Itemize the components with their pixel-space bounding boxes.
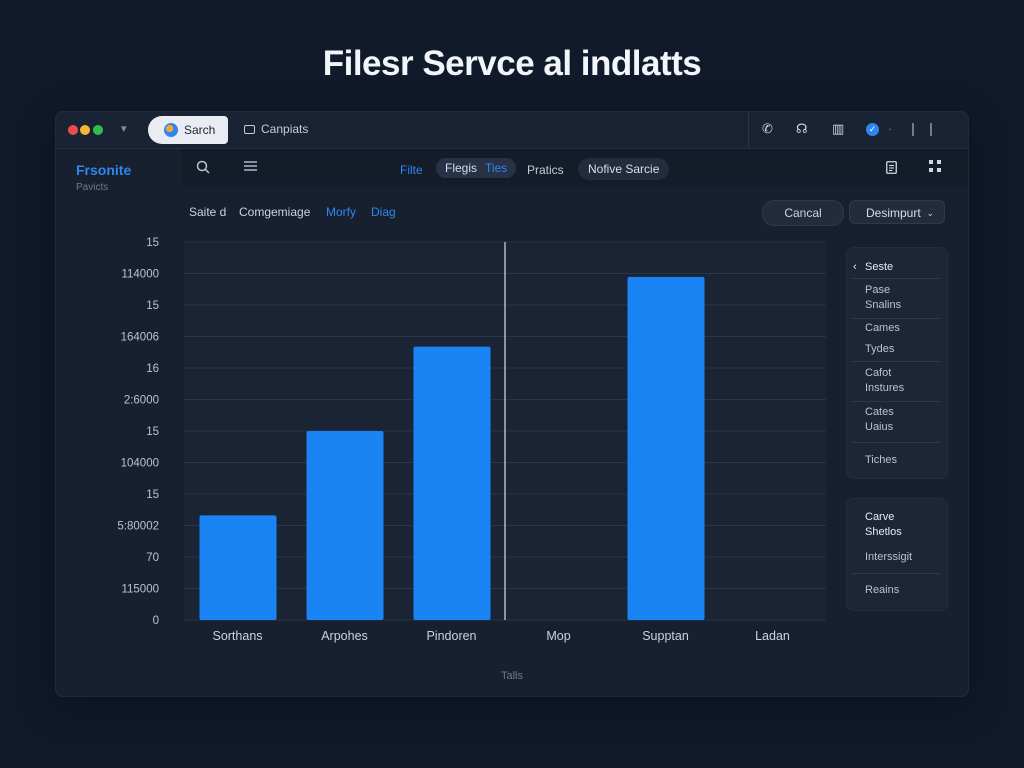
y-tick-label: 115000 — [121, 584, 159, 596]
chevron-down-icon[interactable]: ▾ — [121, 123, 127, 135]
divider — [851, 573, 941, 574]
subnav-item[interactable]: Saite d — [189, 205, 227, 219]
divider — [851, 318, 941, 319]
divider — [930, 123, 932, 136]
more-icon[interactable]: · — [888, 121, 893, 136]
y-tick-label: 5:80002 — [117, 521, 159, 533]
brand-name[interactable]: Frsonite — [76, 162, 132, 178]
panel-item[interactable]: Cates Uaius — [865, 406, 894, 433]
panel-item[interactable]: Tydes — [865, 343, 895, 355]
maximize-window-button[interactable] — [93, 125, 103, 135]
nav-filter[interactable]: Filte — [400, 163, 423, 177]
minimize-window-button[interactable] — [80, 125, 90, 135]
nav-pill-item[interactable]: Flegis — [445, 161, 478, 175]
bar-chart: 15 114000 15 164006 16 2:6000 15 104000 15 5:8000… — [117, 237, 826, 643]
cancel-button[interactable]: Cancal — [762, 200, 844, 226]
phone-icon[interactable]: ✆ — [762, 121, 773, 136]
y-tick-label: 15 — [146, 237, 159, 249]
subnav-item-active[interactable]: Diag — [371, 205, 396, 219]
headset-icon[interactable]: ☊ — [796, 121, 808, 136]
panel-item[interactable]: Interssigit — [865, 551, 913, 563]
collapse-chevron-icon[interactable]: ‹ — [853, 261, 857, 273]
secondary-toolbar: Saite d Comgemiage Morfy Diag Cancal Des… — [56, 192, 968, 230]
bar — [306, 431, 384, 620]
y-tick-label: 0 — [153, 615, 159, 627]
x-tick-label: Arpohes — [321, 629, 368, 643]
import-dropdown-label: Desimpurt — [866, 206, 921, 220]
nav-practices[interactable]: Pratics — [527, 163, 564, 177]
grid-icon[interactable]: ▥ — [832, 121, 845, 136]
divider — [851, 401, 941, 402]
y-tick-label: 16 — [146, 363, 159, 375]
brand-subtitle: Pavicts — [76, 182, 109, 193]
panel-header: Seste — [865, 261, 894, 273]
toolbar-strip — [181, 149, 968, 185]
subnav-item-active[interactable]: Morfy — [326, 205, 356, 219]
y-tick-label: 70 — [146, 552, 159, 564]
import-dropdown[interactable]: Desimpurt ⌄ — [849, 200, 945, 224]
browser-logo-icon — [164, 123, 178, 137]
x-tick-label: Sorthans — [212, 629, 262, 643]
y-tick-label: 15 — [146, 300, 159, 312]
nav-pill-item-active[interactable]: Ties — [485, 161, 508, 175]
document-icon[interactable] — [886, 161, 897, 177]
panel-item[interactable]: Reains — [865, 584, 900, 596]
nav-pill[interactable]: Flegis Ties — [436, 158, 517, 178]
y-tick-label: 15 — [146, 489, 159, 501]
panel-item[interactable]: Cafot Instures — [865, 367, 905, 394]
y-tick-label: 104000 — [121, 458, 159, 470]
x-tick-label: Mop — [546, 629, 570, 643]
panel-item[interactable]: Tiches — [865, 454, 897, 466]
titlebar-actions: ✆ ☊ ▥ ✓ · — [738, 112, 968, 148]
panel-item[interactable]: Pase Snalins — [865, 284, 902, 311]
bar — [199, 515, 277, 620]
divider — [851, 442, 941, 443]
close-window-button[interactable] — [68, 125, 78, 135]
subnav-item[interactable]: Comgemiage — [239, 205, 311, 219]
y-tick-label: 2:6000 — [124, 395, 159, 407]
page-title: Filesr Servcе al indlatts — [322, 44, 702, 83]
divider — [851, 278, 941, 279]
divider — [748, 112, 749, 148]
badge-icon[interactable]: ✓ — [866, 123, 879, 136]
tab-search-label: Sarch — [184, 123, 216, 137]
x-tick-label: Ladan — [755, 629, 790, 643]
app-window: ▾ Sarch Canpiats ✆ ☊ ▥ ✓ · Frsonite Pavi… — [55, 111, 969, 697]
list-icon[interactable] — [244, 160, 257, 175]
panel-item[interactable]: Carve Shetlos — [865, 511, 902, 538]
side-panel-secondary: Carve Shetlos Interssigit Reains — [846, 498, 948, 611]
side-panel-sets: ‹ Seste Pase Snalins Cames Tydes Cafot I… — [846, 247, 948, 479]
nav-pill-secondary[interactable]: Nofive Sarcie — [578, 158, 670, 180]
panel-item[interactable]: Cames — [865, 322, 900, 334]
divider — [912, 123, 914, 136]
chevron-down-icon: ⌄ — [926, 208, 934, 218]
tab-campaigns-label: Canpiats — [261, 122, 309, 136]
bar — [413, 346, 491, 620]
y-tick-label: 15 — [146, 426, 159, 438]
tab-search[interactable]: Sarch — [148, 116, 228, 144]
search-icon[interactable] — [196, 160, 210, 177]
y-tick-label: 114000 — [121, 269, 159, 281]
title-bar: ▾ Sarch Canpiats ✆ ☊ ▥ ✓ · — [56, 112, 968, 149]
x-tick-label: Supptan — [642, 629, 689, 643]
apps-icon[interactable] — [929, 160, 941, 175]
x-axis-footer: Talls — [500, 670, 523, 682]
tab-campaigns[interactable]: Canpiats — [244, 122, 308, 136]
window-icon — [244, 125, 255, 134]
bar — [627, 276, 705, 620]
x-tick-label: Pindoren — [426, 629, 476, 643]
y-tick-label: 164006 — [121, 332, 159, 344]
divider — [851, 361, 941, 362]
main-toolbar: Frsonite Pavicts Filte Flegis Ties Pratic… — [56, 149, 968, 193]
